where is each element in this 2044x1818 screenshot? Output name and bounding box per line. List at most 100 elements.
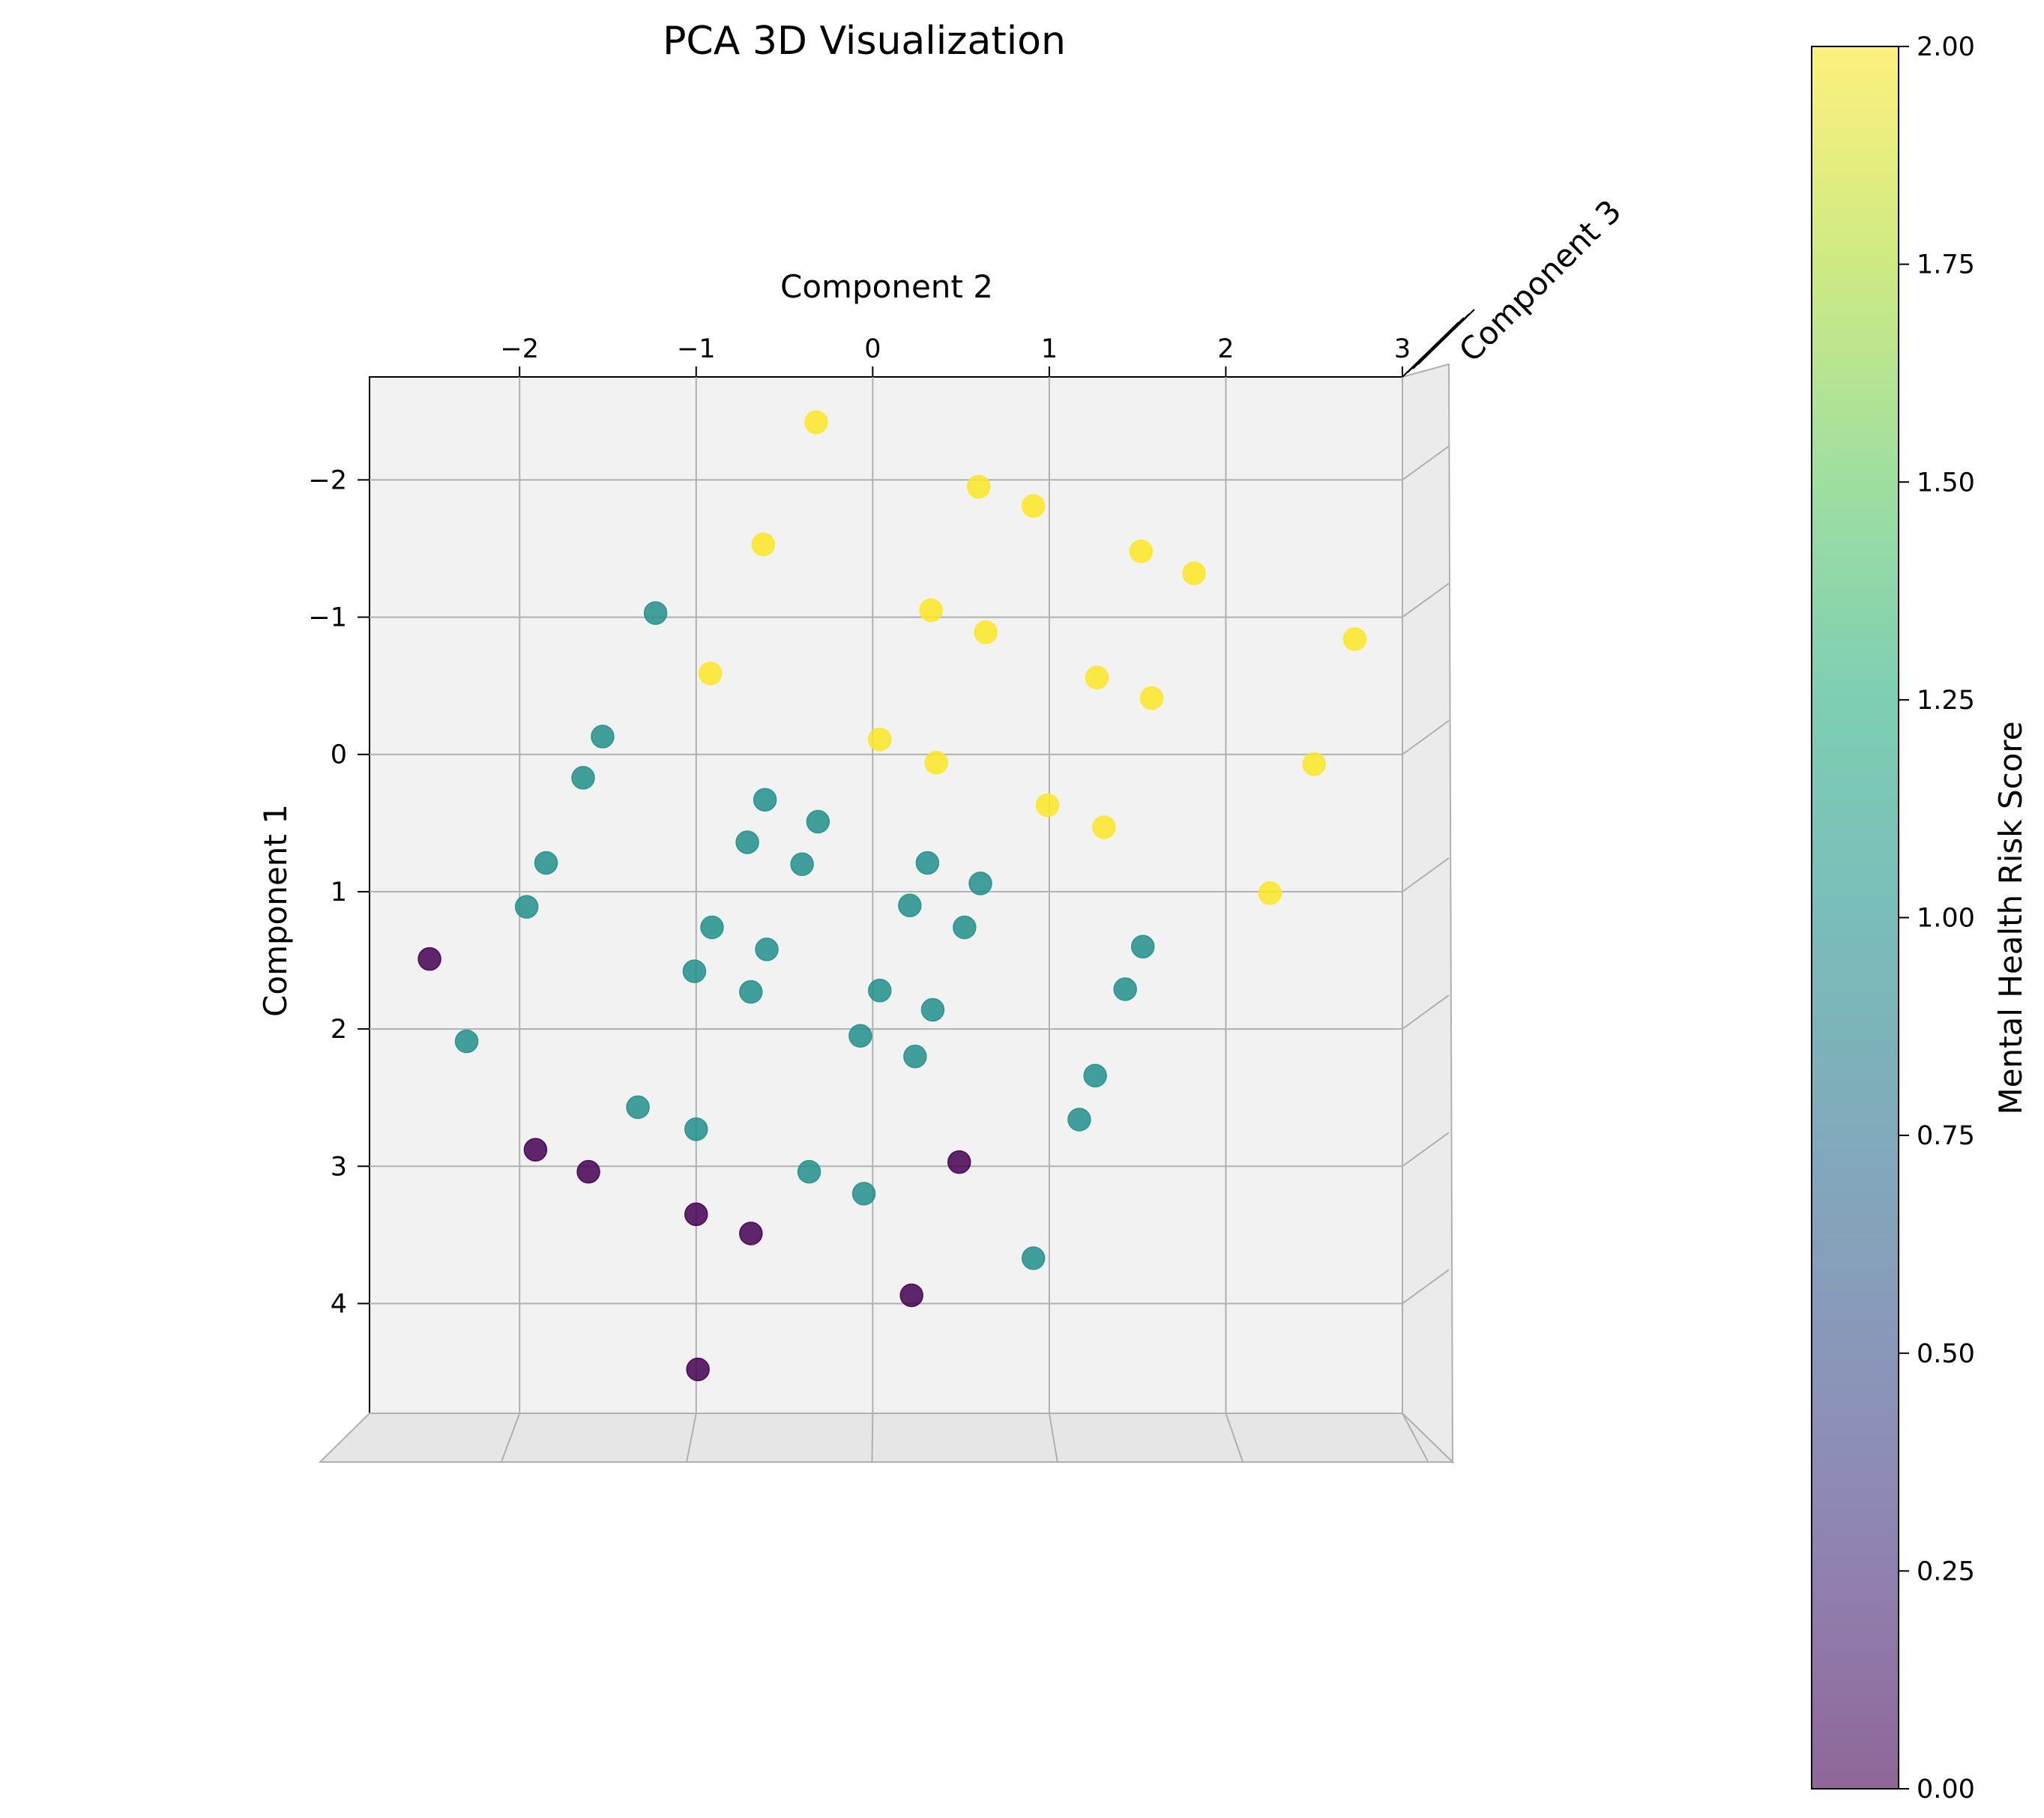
back-pane [369, 376, 1403, 1414]
colorbar-tick-label: 1.75 [1917, 250, 1975, 280]
floor-gridline [1048, 1413, 1058, 1463]
floor-gridline [686, 1413, 697, 1463]
x-tick-label: 0 [864, 334, 881, 364]
x-tick-label: 2 [1217, 334, 1234, 364]
data-point [804, 410, 828, 435]
data-point [1182, 561, 1206, 585]
data-point [966, 474, 991, 499]
colorbar-ticks: 0.00 0.25 0.50 0.75 1.00 1.25 1.50 1.75 2.00 [1899, 32, 1975, 1805]
side-gridline [1402, 445, 1450, 481]
data-point [755, 937, 779, 961]
data-point [1113, 977, 1137, 1001]
data-point [919, 598, 943, 623]
data-point [920, 997, 945, 1022]
data-point [1258, 881, 1282, 905]
z-axis-label: Component 3 [1452, 193, 1628, 369]
data-point [1139, 686, 1164, 710]
colorbar-tick-label: 0.75 [1917, 1121, 1975, 1151]
data-point [700, 915, 724, 940]
data-point [953, 915, 977, 940]
data-point [739, 979, 763, 1004]
floor-pane [318, 1413, 1455, 1463]
data-point [739, 1221, 763, 1245]
side-gridline [1402, 1269, 1450, 1305]
colorbar-tick-label: 0.00 [1917, 1775, 1975, 1805]
data-point [454, 1029, 479, 1054]
data-point [686, 1357, 710, 1382]
data-point [751, 532, 776, 557]
data-point [591, 725, 615, 749]
data-point [851, 1182, 876, 1206]
z-axis-tick [1407, 317, 1465, 373]
data-point [848, 1024, 872, 1048]
data-point [626, 1095, 650, 1120]
colorbar-tick-label: 1.25 [1917, 686, 1975, 716]
data-point [924, 750, 948, 775]
y-tick-label: 4 [331, 1289, 347, 1319]
data-point [684, 1202, 708, 1227]
data-point [417, 946, 441, 971]
data-point [514, 895, 539, 919]
floor-gridline [1402, 1413, 1429, 1463]
colorbar-tick-label: 2.00 [1917, 32, 1975, 62]
data-point [571, 766, 595, 790]
floor-gridline [1225, 1413, 1244, 1463]
data-point [576, 1159, 600, 1184]
axes-panes [318, 363, 1455, 1464]
data-point [868, 727, 892, 752]
x-tick-label: 3 [1394, 334, 1411, 364]
chart-title: PCA 3D Visualization [663, 19, 1066, 64]
y-tick-label: 0 [331, 740, 347, 770]
y-tick-label: 2 [331, 1015, 347, 1045]
data-point [534, 851, 558, 875]
data-point [790, 852, 814, 877]
y-tick-label: 1 [331, 878, 347, 908]
data-point [698, 661, 723, 686]
axis-ticks: −2 −1 0 1 2 3 −2 −1 0 1 2 3 4 [308, 334, 1411, 1319]
data-point [898, 893, 922, 917]
data-point [1083, 1063, 1107, 1088]
data-point [797, 1159, 821, 1184]
data-point [1092, 815, 1116, 839]
y-tick-label: 3 [331, 1152, 347, 1182]
data-point [1035, 793, 1060, 818]
side-gridline [1402, 857, 1450, 893]
y-axis-label: Component 1 [257, 804, 294, 1017]
data-point [1129, 539, 1154, 564]
data-point [1021, 494, 1046, 518]
grid-lines [370, 377, 1450, 1463]
data-point [899, 1283, 923, 1308]
y-tick-label: −2 [308, 465, 347, 495]
data-point [868, 979, 892, 1003]
data-point [682, 959, 707, 983]
colorbar-label: Mental Health Risk Score [1992, 721, 2029, 1114]
data-point [947, 1150, 971, 1174]
data-point [1130, 934, 1155, 958]
data-point [735, 830, 759, 854]
x-tick-label: −2 [500, 334, 539, 364]
data-point [968, 872, 992, 896]
side-gridline [1402, 582, 1450, 618]
data-point [523, 1138, 548, 1162]
floor-gridline [500, 1413, 521, 1463]
side-gridline [1402, 994, 1450, 1030]
data-point [806, 809, 830, 834]
scatter-points [417, 410, 1367, 1382]
side-gridline [1402, 1132, 1450, 1168]
x-tick-label: 1 [1041, 334, 1058, 364]
colorbar-tick-label: 1.00 [1917, 904, 1975, 934]
data-point [1085, 665, 1109, 689]
colorbar-tick-label: 1.50 [1917, 468, 1975, 498]
colorbar-gradient [1812, 46, 1899, 1789]
z-axis-ticks [1402, 309, 1475, 378]
colorbar: 0.00 0.25 0.50 0.75 1.00 1.25 1.50 1.75 2.00 Men… [1811, 32, 2029, 1805]
data-point [974, 620, 998, 644]
data-point [915, 851, 940, 875]
data-point [1342, 627, 1367, 651]
data-point [753, 788, 777, 812]
side-gridline [1402, 719, 1450, 755]
y-tick-label: −1 [308, 603, 347, 633]
data-point [903, 1044, 927, 1069]
data-point [1067, 1108, 1091, 1132]
